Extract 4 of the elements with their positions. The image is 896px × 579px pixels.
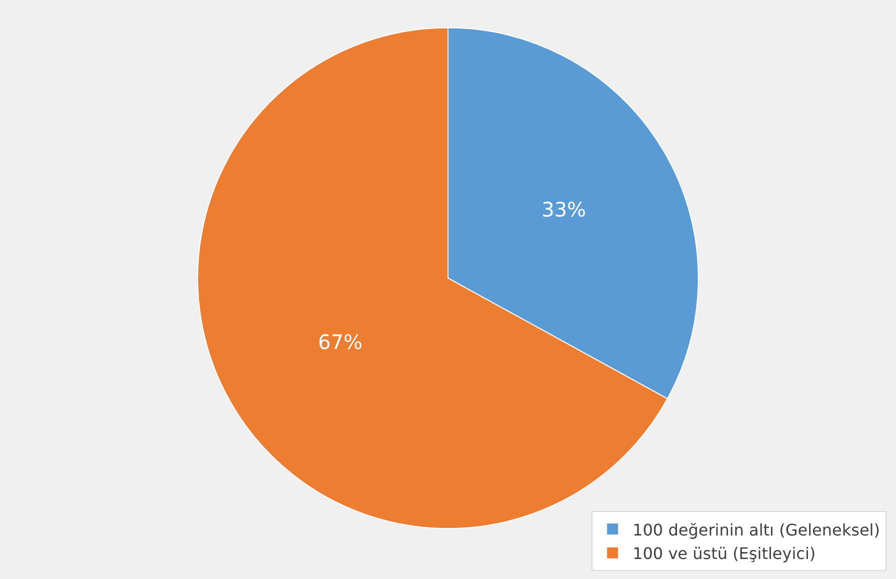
legend-label: 100 değerinin altı (Geleneksel) bbox=[632, 520, 880, 540]
data-label: 33% bbox=[542, 198, 586, 222]
data-label: 67% bbox=[318, 330, 362, 354]
legend-label: 100 ve üstü (Eşitleyici) bbox=[632, 544, 816, 564]
